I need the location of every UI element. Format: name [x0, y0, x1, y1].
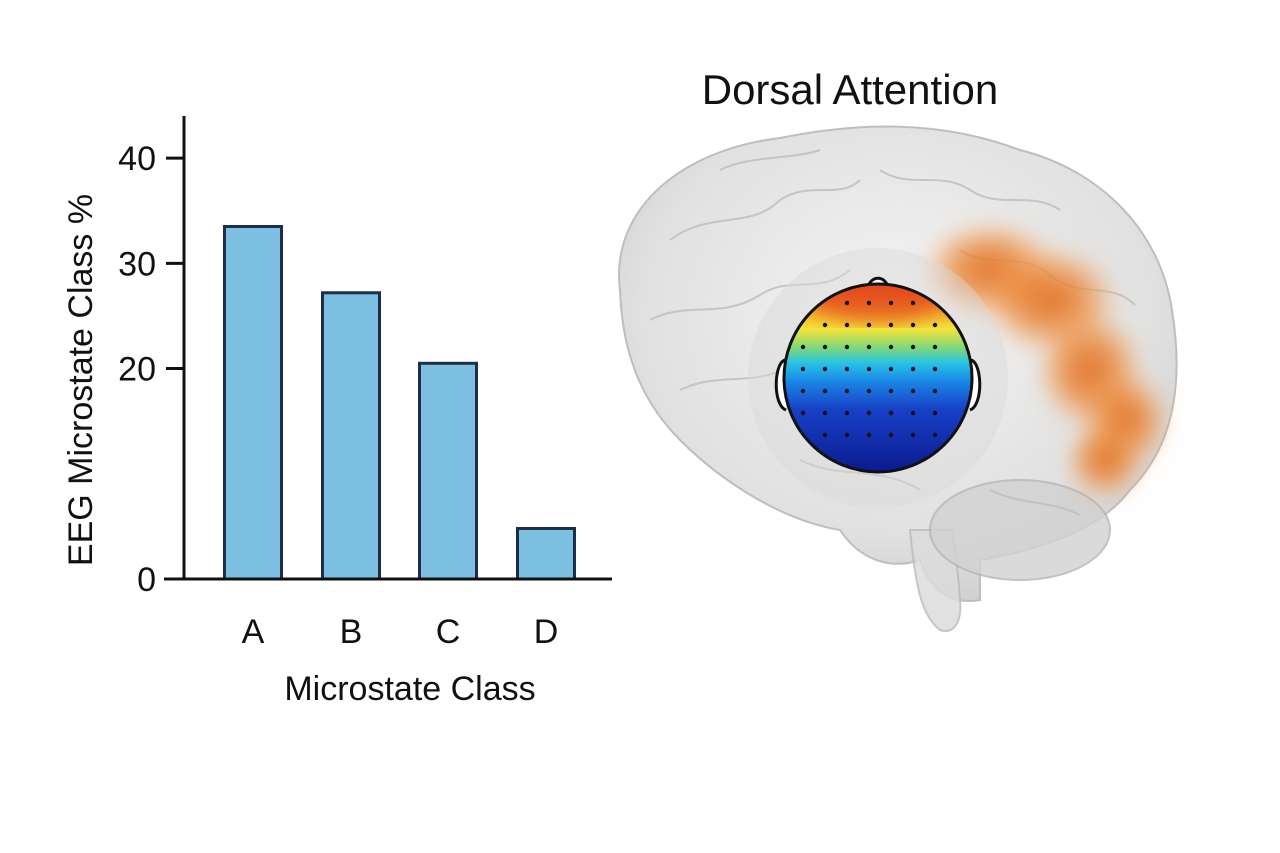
electrode-dot: [932, 432, 938, 438]
electrode-dot: [866, 322, 872, 328]
electrode-dot: [932, 366, 938, 372]
electrode-dot: [910, 432, 916, 438]
electrode-dot: [844, 366, 850, 372]
y-tick-label: 40: [118, 140, 156, 178]
electrode-dot: [844, 300, 850, 306]
electrode-dot: [866, 410, 872, 416]
electrode-dot: [866, 344, 872, 350]
electrode-dot: [822, 388, 828, 394]
activation-region: [920, 220, 1170, 500]
y-tick-label: 0: [137, 561, 156, 599]
electrode-dot: [844, 344, 850, 350]
bar-B: [321, 291, 381, 581]
electrode-dot: [822, 410, 828, 416]
electrode-dot: [932, 388, 938, 394]
electrode-dot: [866, 366, 872, 372]
x-tick-label-B: B: [340, 613, 363, 651]
electrode-dot: [866, 300, 872, 306]
brain-illustration: [618, 125, 1178, 632]
bar-A: [223, 224, 283, 581]
electrode-dot: [910, 388, 916, 394]
x-ticks-layer: A B C D: [242, 613, 559, 651]
electrode-dot: [866, 432, 872, 438]
electrode-dot: [822, 432, 828, 438]
electrode-dot: [822, 366, 828, 372]
y-ticks-layer: 0 20 30 40: [118, 140, 184, 599]
electrode-dot: [800, 388, 806, 394]
brain-panel-title: Dorsal Attention: [701, 66, 999, 113]
electrode-dot: [866, 388, 872, 394]
electrode-dot: [910, 344, 916, 350]
x-tick-label-A: A: [242, 613, 265, 651]
bar-chart: 0 20 30 40 A B C D EEG Microstate Class % Micr…: [62, 116, 612, 708]
electrode-dot: [844, 432, 850, 438]
electrode-dot: [822, 322, 828, 328]
electrode-dot: [888, 432, 894, 438]
bar-C: [418, 361, 478, 581]
y-tick-label: 20: [118, 351, 156, 389]
electrode-dot: [910, 322, 916, 328]
electrode-dot: [888, 366, 894, 372]
electrode-dot: [910, 366, 916, 372]
electrode-dot: [932, 322, 938, 328]
electrode-dot: [888, 344, 894, 350]
electrode-dot: [822, 344, 828, 350]
x-tick-label-C: C: [436, 613, 461, 651]
bars-layer: [223, 224, 576, 581]
electrode-dot: [844, 410, 850, 416]
electrode-dot: [932, 410, 938, 416]
electrode-dot: [910, 300, 916, 306]
y-axis-label: EEG Microstate Class %: [62, 194, 100, 566]
electrode-dots: [800, 300, 938, 438]
electrode-dot: [932, 344, 938, 350]
x-tick-label-D: D: [534, 613, 559, 651]
y-tick-label: 30: [118, 245, 156, 283]
electrode-dot: [800, 344, 806, 350]
electrode-dot: [844, 388, 850, 394]
electrode-dot: [888, 410, 894, 416]
electrode-dot: [800, 410, 806, 416]
x-axis-label: Microstate Class: [284, 670, 535, 708]
electrode-dot: [800, 366, 806, 372]
electrode-dot: [910, 410, 916, 416]
eeg-topomap: [774, 276, 982, 474]
electrode-dot: [844, 322, 850, 328]
electrode-dot: [888, 388, 894, 394]
electrode-dot: [888, 322, 894, 328]
electrode-dot: [888, 300, 894, 306]
